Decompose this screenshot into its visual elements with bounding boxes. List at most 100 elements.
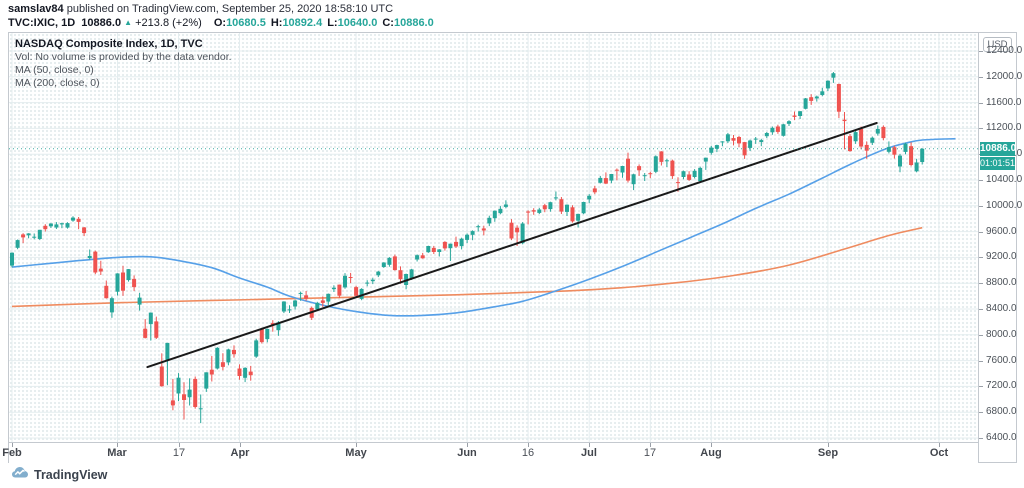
candle[interactable] (259, 327, 264, 344)
candle[interactable] (859, 126, 864, 150)
candle[interactable] (48, 223, 53, 228)
candle[interactable] (21, 233, 26, 244)
chart-widget[interactable]: NASDAQ Composite Index, 1D, TVC Vol: No … (2, 32, 1022, 463)
candle[interactable] (37, 229, 42, 241)
candle[interactable] (537, 207, 542, 214)
candle[interactable] (143, 319, 148, 339)
candle[interactable] (337, 284, 342, 299)
candle[interactable] (87, 249, 92, 260)
candle[interactable] (503, 200, 508, 209)
candle[interactable] (886, 141, 891, 154)
candle[interactable] (709, 145, 714, 155)
candle[interactable] (631, 173, 636, 191)
candle[interactable] (420, 252, 425, 259)
candle[interactable] (298, 291, 303, 301)
candle[interactable] (293, 299, 298, 310)
candle[interactable] (304, 291, 309, 301)
candle[interactable] (592, 185, 597, 195)
candle[interactable] (553, 191, 558, 201)
candle[interactable] (331, 285, 336, 292)
time-axis[interactable]: Feb Mar 17 Apr May Jun 16 Jul 17 Aug Sep Oct (2, 442, 978, 463)
candle[interactable] (914, 158, 919, 173)
candle[interactable] (809, 94, 814, 105)
candle[interactable] (387, 257, 392, 267)
candle[interactable] (232, 345, 236, 358)
candle[interactable] (454, 236, 458, 248)
candle[interactable] (176, 373, 181, 401)
candle[interactable] (714, 144, 719, 153)
candle[interactable] (465, 233, 470, 244)
candle[interactable] (614, 168, 619, 181)
candle[interactable] (165, 342, 170, 386)
candle[interactable] (803, 98, 808, 110)
candle[interactable] (26, 233, 31, 239)
candle[interactable] (692, 169, 697, 179)
candle[interactable] (10, 252, 14, 268)
price-chart-canvas[interactable] (9, 33, 1016, 462)
candle[interactable] (326, 293, 331, 306)
candle[interactable] (775, 124, 780, 134)
candle[interactable] (132, 275, 137, 292)
candle[interactable] (248, 365, 253, 381)
candle[interactable] (637, 164, 642, 176)
candle[interactable] (620, 165, 625, 178)
candle[interactable] (764, 132, 769, 138)
candle[interactable] (687, 171, 692, 181)
candle[interactable] (570, 205, 575, 223)
candle[interactable] (725, 132, 730, 143)
candle[interactable] (320, 296, 325, 307)
candle[interactable] (603, 172, 608, 185)
candle[interactable] (920, 148, 925, 165)
candle[interactable] (648, 171, 653, 179)
candle[interactable] (398, 266, 403, 284)
candle[interactable] (376, 270, 381, 278)
candle[interactable] (287, 305, 292, 313)
candle[interactable] (609, 173, 614, 184)
candle[interactable] (481, 225, 486, 236)
candle[interactable] (831, 72, 836, 83)
candle[interactable] (898, 153, 902, 173)
candle[interactable] (343, 273, 347, 289)
candle[interactable] (187, 378, 192, 406)
candle[interactable] (220, 353, 225, 371)
candle[interactable] (243, 367, 248, 383)
candle[interactable] (731, 135, 736, 146)
candle[interactable] (82, 227, 87, 237)
candle[interactable] (531, 208, 536, 215)
candle[interactable] (581, 201, 586, 215)
candle[interactable] (875, 125, 880, 136)
candle[interactable] (526, 210, 531, 225)
candle[interactable] (182, 382, 186, 420)
candle[interactable] (209, 356, 214, 382)
candle[interactable] (204, 372, 209, 392)
candle[interactable] (93, 250, 98, 275)
candle[interactable] (737, 136, 741, 148)
candle[interactable] (870, 136, 875, 146)
candle[interactable] (126, 269, 131, 282)
candle[interactable] (237, 364, 242, 380)
price-axis[interactable]: USD 10886.0 01:01:51 12400.0 12000.0 11600… (978, 33, 1022, 462)
candle[interactable] (215, 347, 220, 370)
candle[interactable] (121, 265, 125, 296)
candle[interactable] (814, 95, 819, 102)
symbol-interval[interactable]: TVC:IXIC, 1D (8, 17, 76, 29)
candle[interactable] (798, 111, 803, 119)
candle[interactable] (748, 139, 753, 151)
candle[interactable] (32, 233, 37, 240)
candle[interactable] (681, 170, 686, 180)
currency-label[interactable]: USD (983, 37, 1012, 52)
candle[interactable] (825, 80, 830, 92)
candle[interactable] (254, 338, 259, 358)
candle[interactable] (76, 217, 81, 230)
candle[interactable] (892, 145, 897, 159)
candle[interactable] (565, 204, 569, 216)
candle[interactable] (492, 210, 497, 222)
candle[interactable] (587, 194, 592, 204)
candle[interactable] (881, 125, 886, 141)
legend-ma200[interactable]: MA (200, close, 0) (15, 77, 100, 89)
candle[interactable] (836, 83, 841, 118)
candle[interactable] (864, 141, 869, 159)
candle[interactable] (753, 137, 758, 144)
candle[interactable] (509, 219, 514, 241)
candle[interactable] (742, 141, 747, 159)
